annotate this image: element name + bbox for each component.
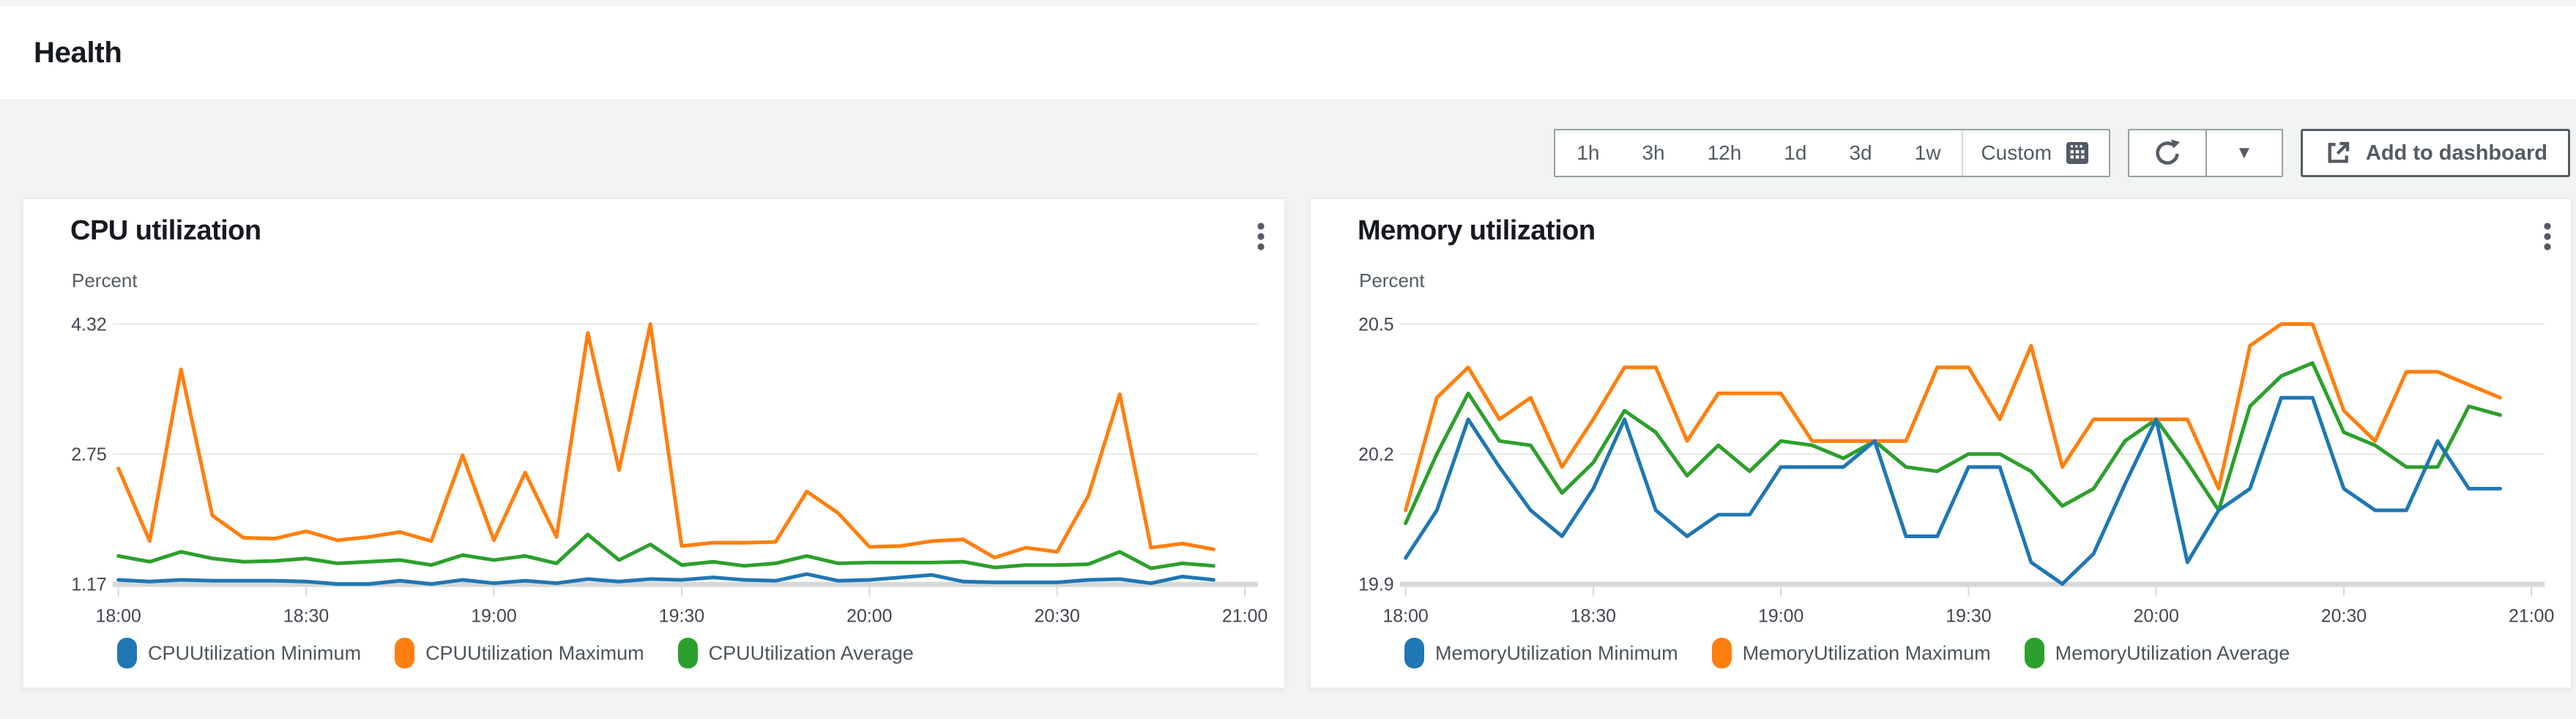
time-range-custom-button[interactable]: Custom: [1962, 130, 2109, 176]
x-axis-label: 18:30: [1571, 606, 1616, 626]
kebab-menu-icon: [2543, 223, 2552, 250]
calendar-grid-icon: [2063, 138, 2091, 168]
x-axis-label: 19:30: [1946, 606, 1991, 626]
legend-color-chip: [1404, 638, 1424, 668]
legend-color-chip: [677, 638, 698, 668]
memoryutilization-maximum-line: [1404, 322, 2502, 513]
page-title: Health: [34, 36, 122, 69]
time-range-1w-button[interactable]: 1w: [1893, 130, 1962, 176]
add-to-dashboard-label: Add to dashboard: [2365, 141, 2547, 165]
legend-item[interactable]: CPUUtilization Maximum: [395, 638, 644, 668]
y-axis-unit-label: Percent: [1359, 269, 1425, 291]
legend-label: CPUUtilization Average: [708, 641, 914, 664]
x-axis-label: 19:00: [471, 606, 516, 627]
x-axis-label: 21:00: [2509, 606, 2554, 626]
x-axis-label: 21:00: [1222, 606, 1267, 627]
caret-down-icon: ▼: [2236, 143, 2253, 163]
legend-color-chip: [117, 638, 137, 668]
x-axis-label: 18:00: [95, 606, 141, 627]
custom-label: Custom: [1981, 141, 2052, 164]
legend-color-chip: [2024, 638, 2044, 668]
legend-label: MemoryUtilization Maximum: [1742, 641, 1991, 664]
x-axis-label: 20:00: [2133, 606, 2178, 626]
memory-utilization-widget: Memory utilization Percent 18:00 18:30 19:…: [1309, 198, 2572, 689]
legend-label: MemoryUtilization Average: [2055, 641, 2290, 664]
legend-color-chip: [395, 638, 415, 668]
y-axis-label: 19.9: [1358, 575, 1393, 595]
legend-item[interactable]: CPUUtilization Average: [677, 638, 914, 668]
legend-item[interactable]: MemoryUtilization Average: [2024, 638, 2290, 668]
y-axis-label: 1.17: [71, 575, 107, 595]
x-axis-label: 19:00: [1758, 606, 1803, 626]
widget-menu-button[interactable]: [1248, 215, 1274, 260]
memoryutilization-average-line: [1404, 361, 2502, 526]
add-to-dashboard-button[interactable]: Add to dashboard: [2300, 129, 2570, 177]
x-axis-baseline: [112, 581, 1259, 587]
x-axis-label: 20:30: [1035, 606, 1080, 627]
cpuutilization-average-line: [116, 532, 1216, 570]
chart-legend: MemoryUtilization Minimum MemoryUtilizati…: [1404, 636, 2290, 671]
y-axis-label: 2.75: [71, 444, 107, 465]
legend-item[interactable]: MemoryUtilization Maximum: [1711, 638, 1991, 668]
x-axis-label: 20:30: [2321, 606, 2367, 626]
time-range-3h-button[interactable]: 3h: [1620, 130, 1686, 176]
memory-chart-plot-area[interactable]: 18:00 18:30 19:00 19:30 20:00 20:30 21:00 20.5 2…: [1311, 302, 2571, 646]
legend-label: CPUUtilization Maximum: [425, 641, 644, 664]
refresh-icon: [2152, 138, 2183, 168]
cpu-chart-plot-area[interactable]: 18:00 18:30 19:00 19:30 20:00 20:30 21:00 4.32 2…: [23, 302, 1284, 646]
widget-header: Memory utilization: [1358, 215, 2561, 260]
chart-title: Memory utilization: [1358, 215, 1596, 246]
legend-label: CPUUtilization Minimum: [148, 641, 362, 664]
kebab-menu-icon: [1257, 223, 1265, 250]
y-axis-label: 20.5: [1358, 315, 1393, 335]
refresh-split-button: ▼: [2127, 129, 2283, 177]
time-range-3d-button[interactable]: 3d: [1828, 130, 1894, 176]
y-axis-unit-label: Percent: [72, 269, 138, 291]
cpuutilization-minimum-line: [116, 572, 1216, 586]
refresh-options-button[interactable]: ▼: [2205, 130, 2282, 176]
legend-item[interactable]: CPUUtilization Minimum: [117, 638, 361, 668]
x-axis-label: 20:00: [846, 606, 892, 627]
time-range-selector: 1h 3h 12h 1d 3d 1w Custom: [1554, 129, 2110, 177]
legend-item[interactable]: MemoryUtilization Minimum: [1404, 638, 1678, 668]
legend-label: MemoryUtilization Minimum: [1435, 641, 1678, 664]
memoryutilization-minimum-line: [1404, 395, 2502, 586]
x-axis-baseline: [1399, 581, 2545, 587]
cpu-utilization-widget: CPU utilization Percent 18:00 18:30 19:00 1…: [22, 198, 1286, 689]
chart-legend: CPUUtilization Minimum CPUUtilization Max…: [117, 636, 914, 671]
time-range-1d-button[interactable]: 1d: [1762, 130, 1828, 176]
refresh-button[interactable]: [2129, 130, 2205, 176]
x-axis-label: 19:30: [659, 606, 704, 627]
chart-title: CPU utilization: [70, 215, 261, 246]
time-range-12h-button[interactable]: 12h: [1686, 130, 1763, 176]
external-link-icon: [2323, 138, 2353, 168]
y-axis-label: 20.2: [1358, 444, 1393, 465]
y-axis-label: 4.32: [71, 314, 107, 335]
widget-header: CPU utilization: [70, 215, 1274, 260]
toolbar: 1h 3h 12h 1d 3d 1w Custom: [1554, 129, 2570, 177]
x-axis-label: 18:00: [1382, 606, 1428, 626]
cpuutilization-maximum-line: [116, 321, 1216, 560]
x-axis-label: 18:30: [283, 606, 329, 627]
time-range-1h-button[interactable]: 1h: [1555, 130, 1621, 176]
page-header: Health: [0, 6, 2576, 101]
widget-menu-button[interactable]: [2534, 215, 2561, 260]
legend-color-chip: [1711, 638, 1732, 668]
